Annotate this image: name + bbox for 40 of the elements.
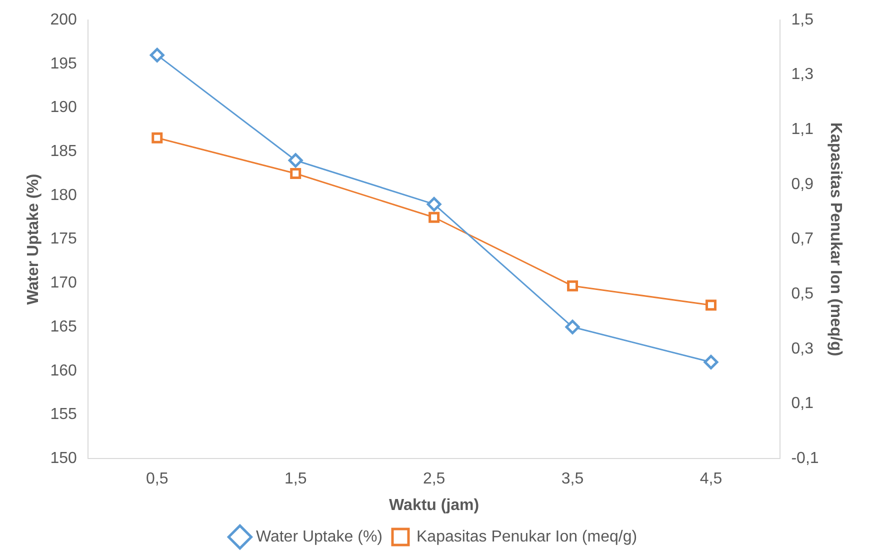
y2-tick-label: 1,1 [791, 121, 814, 138]
y-tick-label: 190 [50, 99, 77, 116]
point [288, 153, 303, 168]
y-tick-label: 185 [50, 142, 77, 160]
y2-tick-label: 0,9 [791, 176, 814, 193]
y-tick-label: 170 [50, 274, 77, 292]
legend-label: Kapasitas Penukar Ion (meq/g) [416, 528, 638, 546]
y-tick-label: 165 [50, 318, 77, 336]
y-tick-label: 180 [50, 186, 77, 204]
y2-tick-label: 0,3 [791, 340, 814, 358]
point [565, 320, 580, 334]
y-tick-label: 155 [50, 406, 77, 424]
y2-tick-label: 0,1 [791, 395, 814, 412]
x-tick-label: 0,5 [146, 470, 168, 488]
y-tick-label: 160 [50, 362, 77, 380]
point [704, 354, 718, 370]
y2-axis-title: Kapasitas Penukar Ion (meq/g) [826, 122, 844, 356]
y2-tick-label: -0,1 [791, 450, 819, 468]
point [428, 212, 440, 223]
point [706, 300, 716, 311]
point [567, 280, 578, 292]
x-tick-label: 1,5 [284, 470, 307, 488]
x-axis-title: Waktu (jam) [389, 496, 480, 514]
y-tick-label: 150 [50, 450, 77, 468]
y2-tick-label: 0,7 [791, 230, 814, 248]
point [150, 48, 164, 62]
y-axis-title: Water Uptake (%) [25, 174, 42, 305]
legend-label: Water Uptake (%) [256, 528, 382, 546]
y2-tick-label: 0,5 [791, 286, 814, 303]
point [426, 196, 442, 212]
x-tick-label: 3,5 [561, 470, 584, 488]
y2-tick-label: 1,3 [791, 66, 814, 84]
y-tick-label: 175 [50, 230, 77, 248]
y-tick-label: 200 [50, 11, 77, 28]
x-tick-label: 2,5 [422, 470, 446, 488]
y-tick-label: 195 [50, 55, 77, 72]
point [152, 132, 163, 144]
x-tick-label: 4,5 [700, 470, 722, 488]
point [290, 168, 302, 180]
y2-tick-label: 1,5 [791, 11, 814, 28]
